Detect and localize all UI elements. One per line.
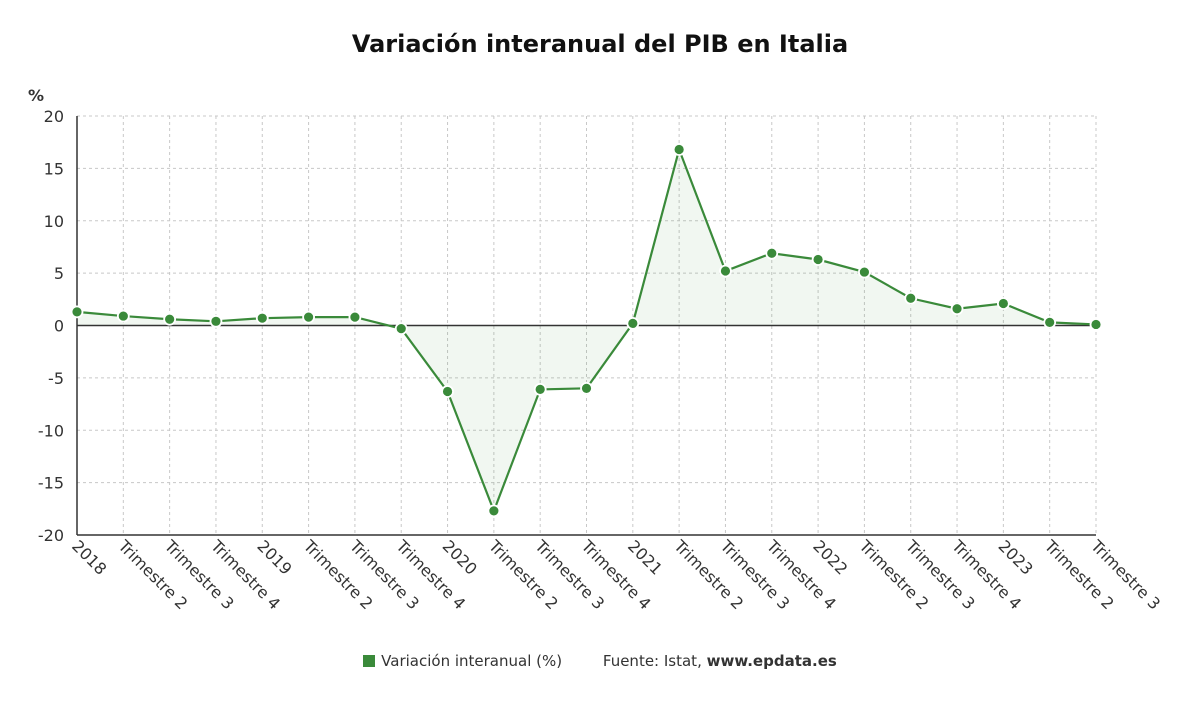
data-point — [626, 317, 640, 330]
y-tick-label: -5 — [48, 369, 64, 388]
data-point — [1089, 318, 1103, 331]
data-point — [302, 310, 315, 324]
data-point — [811, 253, 825, 266]
data-point — [904, 291, 918, 305]
x-tick-label: 2018 — [68, 536, 110, 578]
data-point — [255, 311, 269, 325]
data-point — [719, 264, 732, 278]
data-point — [394, 322, 408, 336]
source-prefix: Fuente: Istat, — [602, 652, 702, 670]
data-point — [858, 265, 871, 279]
data-point — [487, 504, 501, 518]
legend: Variación interanual (%) Fuente: Istat, … — [0, 652, 1200, 670]
source-site: www.epdata.es — [706, 652, 837, 670]
legend-swatch — [363, 655, 376, 667]
y-tick-label: -10 — [38, 421, 64, 440]
data-point — [672, 143, 686, 156]
y-tick-label: 15 — [44, 159, 64, 178]
x-tick-label: 2020 — [439, 536, 481, 578]
x-tick-label: 2019 — [253, 536, 295, 578]
chart-title: Variación interanual del PIB en Italia — [351, 30, 849, 58]
data-point — [765, 246, 779, 260]
data-point — [209, 314, 223, 328]
y-tick-label: -20 — [38, 526, 64, 545]
y-tick-label: -15 — [38, 474, 64, 493]
series-area — [77, 149, 1096, 511]
legend-label: Variación interanual (%) — [381, 652, 563, 670]
x-tick-label: 2021 — [624, 536, 666, 578]
y-tick-label: 5 — [54, 264, 64, 283]
y-tick-label: 10 — [44, 212, 64, 231]
data-point — [116, 309, 130, 323]
y-tick-label: 0 — [54, 317, 64, 336]
y-tick-label: 20 — [44, 107, 64, 126]
x-tick-label: 2023 — [995, 536, 1037, 578]
data-point — [348, 310, 362, 324]
data-point — [1043, 315, 1057, 329]
x-tick-label: 2022 — [809, 536, 851, 578]
data-point — [533, 382, 547, 396]
data-point — [580, 381, 593, 395]
data-point — [950, 302, 964, 316]
data-point — [996, 297, 1010, 310]
data-point — [163, 312, 177, 326]
source-note: Fuente: Istat, www.epdata.es — [603, 652, 837, 670]
y-axis-unit: % — [28, 86, 44, 105]
data-point — [441, 385, 454, 398]
data-point — [70, 305, 84, 319]
